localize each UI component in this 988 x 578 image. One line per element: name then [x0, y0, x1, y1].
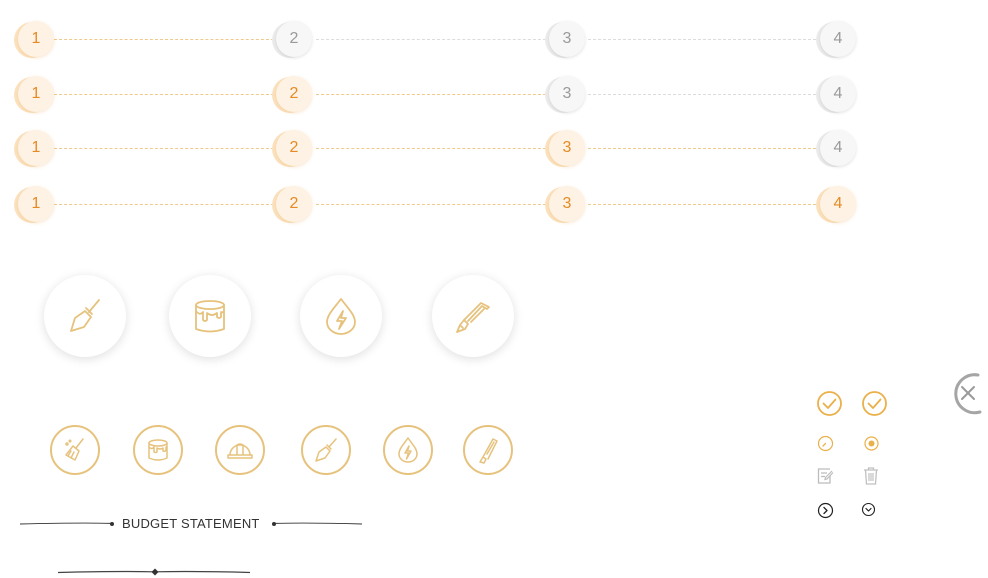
broom-icon [65, 438, 84, 461]
budget-statement-title: BUDGET STATEMENT [122, 516, 260, 531]
step-number: 2 [276, 21, 312, 57]
water-electric-button-small[interactable] [383, 425, 433, 475]
step-number: 2 [276, 76, 312, 112]
step-connector [588, 39, 816, 40]
clock-icon [817, 435, 834, 452]
stepper-row-4: 1 2 3 4 [0, 185, 988, 225]
step-3[interactable]: 3 [545, 129, 589, 169]
step-4[interactable]: 4 [816, 20, 860, 60]
step-connector [316, 204, 546, 205]
step-number: 4 [820, 76, 856, 112]
step-number: 2 [276, 186, 312, 222]
step-connector [588, 204, 816, 205]
step-number: 4 [820, 186, 856, 222]
trowel-button-small[interactable] [301, 425, 351, 475]
close-icon[interactable] [942, 372, 988, 416]
chevron-right-circle-icon[interactable] [817, 502, 834, 519]
step-connector [54, 148, 274, 149]
step-number: 4 [820, 130, 856, 166]
water-electric-icon [398, 437, 418, 463]
step-connector [316, 148, 546, 149]
saw-icon [456, 302, 490, 333]
trowel-button[interactable] [44, 275, 126, 357]
step-connector [54, 94, 274, 95]
hard-hat-button[interactable] [215, 425, 265, 475]
step-number: 3 [549, 76, 585, 112]
budget-divider-left [20, 522, 114, 526]
step-number: 1 [18, 130, 54, 166]
radio-selected-icon[interactable] [863, 435, 880, 452]
step-1[interactable]: 1 [14, 129, 58, 169]
step-number: 3 [549, 21, 585, 57]
step-number: 3 [549, 186, 585, 222]
budget-divider-right [272, 522, 362, 526]
step-connector [316, 39, 546, 40]
step-connector [588, 94, 816, 95]
bottom-divider [58, 568, 250, 576]
stepper-row-3: 1 2 3 4 [0, 129, 988, 169]
step-1[interactable]: 1 [14, 185, 58, 225]
step-number: 1 [18, 186, 54, 222]
paint-bucket-icon [195, 300, 225, 333]
stepper-row-1: 1 2 3 4 [0, 20, 988, 60]
saw-button-small[interactable] [463, 425, 513, 475]
step-number: 3 [549, 130, 585, 166]
saw-button[interactable] [432, 275, 514, 357]
step-1[interactable]: 1 [14, 75, 58, 115]
chevron-down-circle-icon[interactable] [861, 502, 876, 517]
step-number: 2 [276, 130, 312, 166]
edit-icon[interactable] [816, 467, 834, 485]
step-3[interactable]: 3 [545, 75, 589, 115]
step-number: 1 [18, 76, 54, 112]
saw-icon [479, 438, 498, 464]
step-1[interactable]: 1 [14, 20, 58, 60]
paint-bucket-button[interactable] [169, 275, 251, 357]
step-2[interactable]: 2 [272, 20, 316, 60]
hard-hat-icon [227, 443, 253, 459]
step-connector [316, 94, 546, 95]
check-circle-icon[interactable] [816, 390, 843, 417]
trash-icon[interactable] [862, 466, 880, 486]
step-4[interactable]: 4 [816, 129, 860, 169]
step-3[interactable]: 3 [545, 20, 589, 60]
water-electric-icon [326, 298, 356, 335]
step-connector [588, 148, 816, 149]
check-circle-icon[interactable] [861, 390, 888, 417]
water-electric-button[interactable] [300, 275, 382, 357]
step-2[interactable]: 2 [272, 129, 316, 169]
paint-bucket-button-small[interactable] [133, 425, 183, 475]
step-3[interactable]: 3 [545, 185, 589, 225]
trowel-icon [70, 299, 100, 332]
step-number: 1 [18, 21, 54, 57]
step-connector [54, 39, 274, 40]
step-4[interactable]: 4 [816, 185, 860, 225]
step-connector [54, 204, 274, 205]
step-4[interactable]: 4 [816, 75, 860, 115]
trowel-icon [315, 438, 337, 462]
step-number: 4 [820, 21, 856, 57]
step-2[interactable]: 2 [272, 185, 316, 225]
step-2[interactable]: 2 [272, 75, 316, 115]
paint-bucket-icon [148, 439, 168, 461]
stepper-row-2: 1 2 3 4 [0, 75, 988, 115]
broom-button[interactable] [50, 425, 100, 475]
